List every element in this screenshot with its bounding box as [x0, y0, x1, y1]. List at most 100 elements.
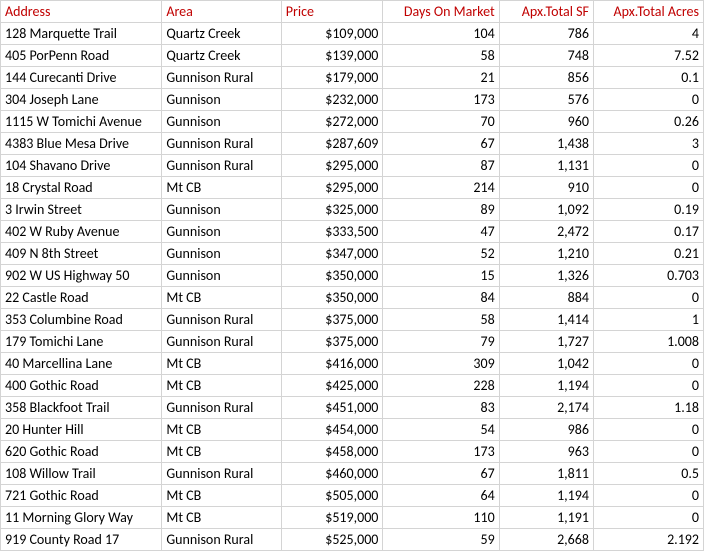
cell-address: 179 Tomichi Lane [1, 331, 162, 353]
cell-sf: 960 [499, 111, 593, 133]
cell-area: Quartz Creek [162, 23, 281, 45]
cell-address: 402 W Ruby Avenue [1, 221, 162, 243]
cell-acres: 0.26 [593, 111, 703, 133]
cell-days: 173 [383, 441, 499, 463]
cell-price: $519,000 [281, 507, 383, 529]
cell-area: Gunnison Rural [162, 529, 281, 551]
table-row: 108 Willow TrailGunnison Rural$460,00067… [1, 463, 704, 485]
cell-area: Mt CB [162, 441, 281, 463]
cell-price: $179,000 [281, 67, 383, 89]
cell-area: Gunnison Rural [162, 397, 281, 419]
cell-days: 104 [383, 23, 499, 45]
cell-area: Gunnison [162, 199, 281, 221]
cell-acres: 0.19 [593, 199, 703, 221]
cell-address: 20 Hunter Hill [1, 419, 162, 441]
table-row: 620 Gothic RoadMt CB$458,0001739630 [1, 441, 704, 463]
cell-address: 40 Marcellina Lane [1, 353, 162, 375]
table-row: 20 Hunter HillMt CB$454,000549860 [1, 419, 704, 441]
cell-price: $295,000 [281, 155, 383, 177]
cell-sf: 963 [499, 441, 593, 463]
cell-days: 79 [383, 331, 499, 353]
cell-price: $287,609 [281, 133, 383, 155]
cell-sf: 1,191 [499, 507, 593, 529]
cell-price: $333,500 [281, 221, 383, 243]
cell-price: $109,000 [281, 23, 383, 45]
cell-address: 108 Willow Trail [1, 463, 162, 485]
table-row: 902 W US Highway 50Gunnison$350,000151,3… [1, 265, 704, 287]
cell-area: Mt CB [162, 287, 281, 309]
cell-acres: 0 [593, 287, 703, 309]
cell-address: 3 Irwin Street [1, 199, 162, 221]
cell-days: 58 [383, 45, 499, 67]
table-row: 128 Marquette TrailQuartz Creek$109,0001… [1, 23, 704, 45]
col-header-address: Address [1, 1, 162, 23]
col-header-acres: Apx.Total Acres [593, 1, 703, 23]
cell-price: $232,000 [281, 89, 383, 111]
cell-days: 173 [383, 89, 499, 111]
table-row: 1115 W Tomichi AvenueGunnison$272,000709… [1, 111, 704, 133]
col-header-price: Price [281, 1, 383, 23]
cell-acres: 4 [593, 23, 703, 45]
col-header-sf: Apx.Total SF [499, 1, 593, 23]
cell-days: 84 [383, 287, 499, 309]
cell-price: $458,000 [281, 441, 383, 463]
table-row: 400 Gothic RoadMt CB$425,0002281,1940 [1, 375, 704, 397]
table-row: 721 Gothic RoadMt CB$505,000641,1940 [1, 485, 704, 507]
cell-acres: 0.21 [593, 243, 703, 265]
cell-area: Gunnison [162, 89, 281, 111]
cell-days: 52 [383, 243, 499, 265]
cell-area: Gunnison [162, 243, 281, 265]
cell-area: Gunnison [162, 221, 281, 243]
cell-acres: 0 [593, 419, 703, 441]
cell-price: $416,000 [281, 353, 383, 375]
header-row: Address Area Price Days On Market Apx.To… [1, 1, 704, 23]
cell-price: $454,000 [281, 419, 383, 441]
cell-area: Gunnison Rural [162, 463, 281, 485]
table-row: 3 Irwin StreetGunnison$325,000891,0920.1… [1, 199, 704, 221]
cell-days: 67 [383, 463, 499, 485]
cell-acres: 0 [593, 177, 703, 199]
cell-address: 353 Columbine Road [1, 309, 162, 331]
cell-sf: 986 [499, 419, 593, 441]
cell-price: $272,000 [281, 111, 383, 133]
table-row: 353 Columbine RoadGunnison Rural$375,000… [1, 309, 704, 331]
cell-acres: 0 [593, 441, 703, 463]
cell-sf: 1,438 [499, 133, 593, 155]
cell-acres: 0 [593, 353, 703, 375]
cell-price: $505,000 [281, 485, 383, 507]
cell-days: 64 [383, 485, 499, 507]
table-row: 358 Blackfoot TrailGunnison Rural$451,00… [1, 397, 704, 419]
cell-address: 104 Shavano Drive [1, 155, 162, 177]
cell-area: Gunnison Rural [162, 155, 281, 177]
cell-acres: 0.1 [593, 67, 703, 89]
cell-sf: 1,811 [499, 463, 593, 485]
cell-price: $525,000 [281, 529, 383, 551]
cell-area: Quartz Creek [162, 45, 281, 67]
cell-acres: 0 [593, 507, 703, 529]
cell-sf: 884 [499, 287, 593, 309]
cell-area: Gunnison Rural [162, 67, 281, 89]
cell-address: 18 Crystal Road [1, 177, 162, 199]
cell-days: 59 [383, 529, 499, 551]
cell-acres: 0 [593, 485, 703, 507]
cell-sf: 1,194 [499, 375, 593, 397]
table-row: 304 Joseph LaneGunnison$232,0001735760 [1, 89, 704, 111]
cell-sf: 1,042 [499, 353, 593, 375]
cell-sf: 1,414 [499, 309, 593, 331]
cell-acres: 0 [593, 155, 703, 177]
cell-price: $347,000 [281, 243, 383, 265]
cell-area: Gunnison [162, 111, 281, 133]
cell-days: 67 [383, 133, 499, 155]
cell-price: $460,000 [281, 463, 383, 485]
cell-address: 11 Morning Glory Way [1, 507, 162, 529]
cell-acres: 0 [593, 375, 703, 397]
table-row: 144 Curecanti DriveGunnison Rural$179,00… [1, 67, 704, 89]
cell-price: $451,000 [281, 397, 383, 419]
cell-sf: 1,092 [499, 199, 593, 221]
cell-acres: 0 [593, 89, 703, 111]
cell-days: 47 [383, 221, 499, 243]
cell-price: $295,000 [281, 177, 383, 199]
cell-days: 87 [383, 155, 499, 177]
cell-area: Mt CB [162, 485, 281, 507]
cell-price: $325,000 [281, 199, 383, 221]
